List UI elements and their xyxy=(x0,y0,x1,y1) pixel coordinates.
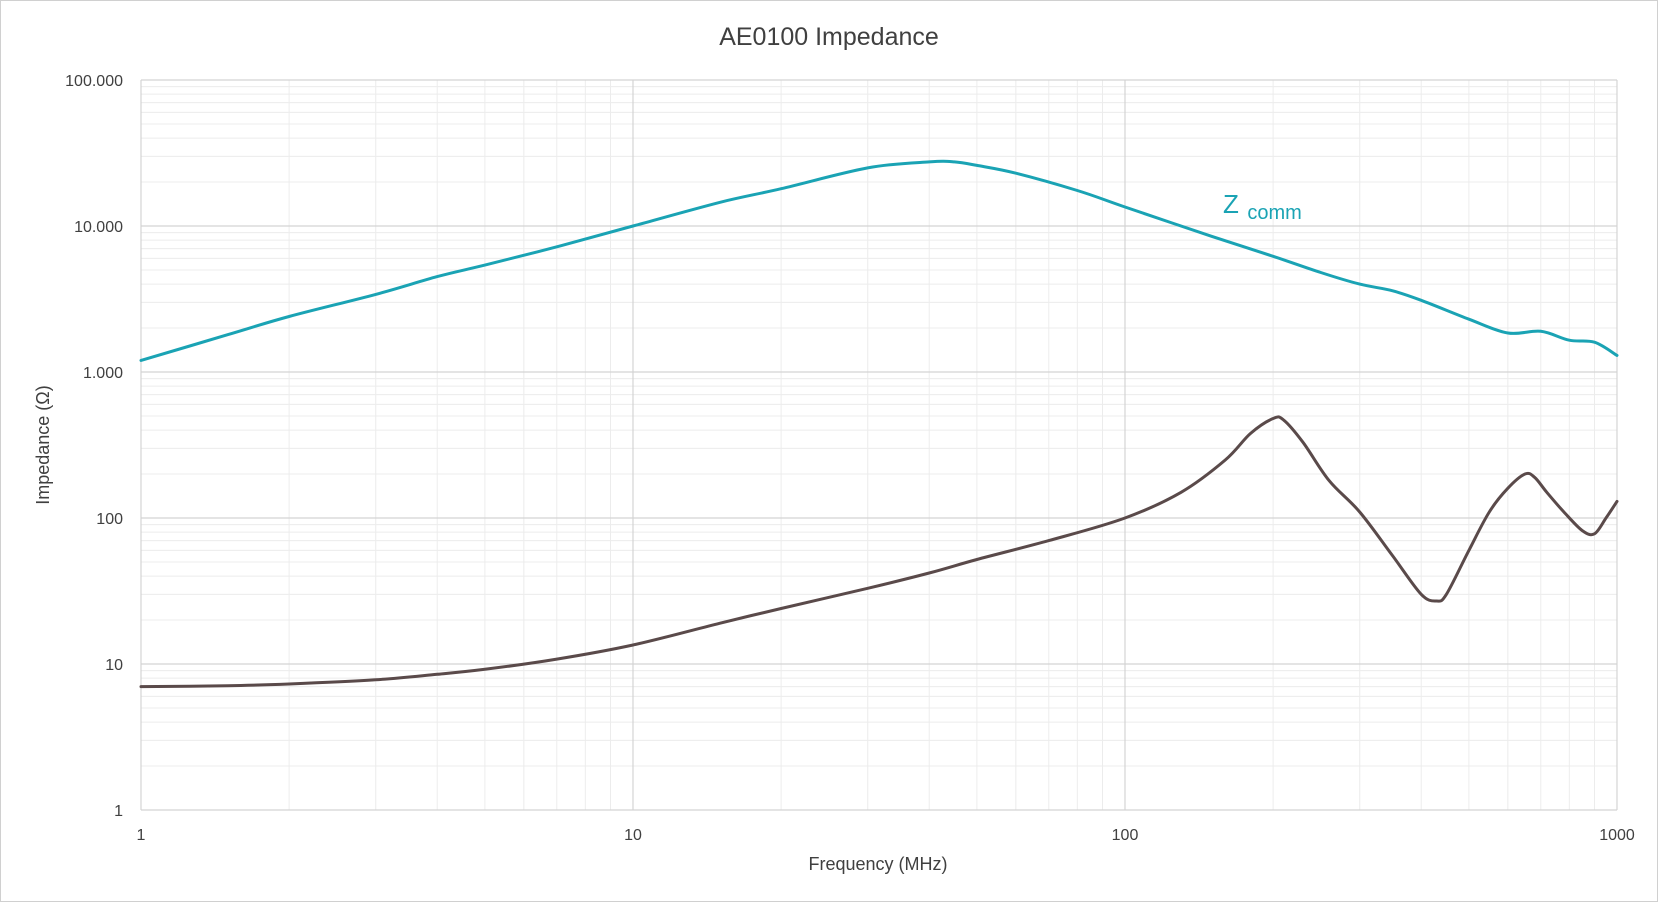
y-tick-label: 1.000 xyxy=(83,365,123,382)
x-tick-label: 100 xyxy=(1112,827,1139,844)
y-tick-label: 100.000 xyxy=(65,73,123,90)
series-line-zcomm xyxy=(139,159,1619,362)
series-layer xyxy=(139,159,1619,689)
x-axis-title: Frequency (MHz) xyxy=(808,854,947,874)
y-tick-label: 1 xyxy=(114,803,123,820)
chart-title: AE0100 Impedance xyxy=(719,23,939,51)
y-tick-label: 10.000 xyxy=(74,219,123,236)
y-axis-title: Impedance (Ω) xyxy=(33,385,53,505)
minor-gridlines xyxy=(141,80,1617,810)
major-gridlines xyxy=(140,79,1618,811)
series-label-main: Z xyxy=(1223,189,1239,219)
y-tick-label: 100 xyxy=(96,511,123,528)
x-tick-label: 10 xyxy=(624,827,642,844)
x-tick-label: 1 xyxy=(137,827,146,844)
series-line-zdiff xyxy=(139,415,1619,689)
series-label-sub: comm xyxy=(1247,202,1301,224)
y-tick-label: 10 xyxy=(105,657,123,674)
x-tick-label: 1000 xyxy=(1599,827,1635,844)
tick-labels: 1 10 100 1000 1 10 100 1.000 10.000 100.000 xyxy=(65,73,1635,844)
series-label-zcomm: Z comm xyxy=(1223,189,1302,224)
